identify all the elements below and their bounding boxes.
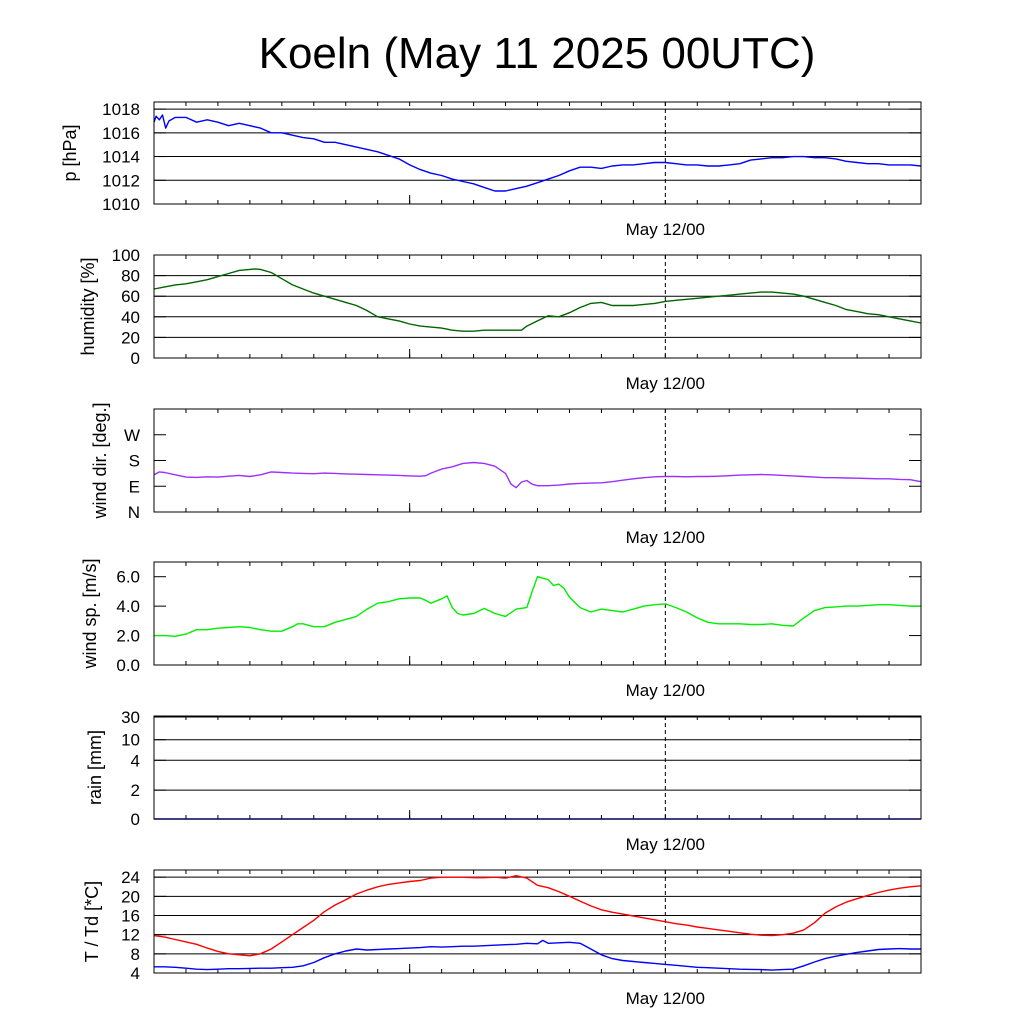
temperature-date-label: May 12/00 [626,989,705,1008]
wind_speed-frame [153,561,922,666]
humidity-series-line-0 [153,268,922,332]
pressure-axis-label: p [hPa] [60,124,80,181]
temperature-ytick-label: 24 [121,868,140,887]
panel-pressure: 1010 1012 1014 1016 1018 p [hPa] May 12/00 [60,100,922,239]
humidity-ytick-label: 60 [121,287,140,306]
wind_direction-series-line-0 [153,461,922,489]
temperature-axis-label: T / Td [*C] [82,881,102,962]
humidity-ytick-label: 40 [121,308,140,327]
pressure-ytick-label: 1014 [102,148,140,167]
pressure-ytick-label: 1016 [102,124,140,143]
humidity-date-label: May 12/00 [626,374,705,393]
temperature-ytick-label: 16 [121,907,140,926]
wind_speed-ytick-label: 0.0 [116,656,140,675]
humidity-ytick-label: 20 [121,328,140,347]
humidity-frame [153,254,922,359]
temperature-frame [153,869,922,974]
wind_direction-axis-label: wind dir. [deg.] [90,402,110,519]
temperature-ytick-label: 8 [131,945,140,964]
wind_speed-ytick-label: 6.0 [116,568,140,587]
rain-ytick-label: 10 [121,731,140,750]
pressure-ytick-label: 1012 [102,171,140,190]
temperature-ytick-label: 4 [131,964,140,983]
humidity-ytick-label: 100 [112,246,140,265]
wind_direction-ytick-label: E [129,477,140,496]
pressure-frame [153,101,922,205]
humidity-ytick-label: 80 [121,267,140,286]
rain-ytick-label: 30 [121,708,140,727]
wind_direction-date-label: May 12/00 [626,528,705,547]
humidity-ytick-label: 0 [131,349,140,368]
chart-title: Koeln (May 11 2025 00UTC) [259,29,816,78]
wind_speed-ytick-label: 2.0 [116,627,140,646]
pressure-ytick-label: 1010 [102,195,140,214]
rain-ytick-label: 0 [131,810,140,829]
wind_direction-ytick-label: S [129,452,140,471]
temperature-series-line-1 [154,939,921,971]
rain-axis-label: rain [mm] [85,730,105,805]
temperature-series-line-0 [153,875,922,957]
wind_speed-ytick-label: 4.0 [116,597,140,616]
temperature-ytick-label: 20 [121,887,140,906]
panel-rain: 0 2 410 30 rain [mm] May 12/00 [85,708,922,854]
temperature-ytick-label: 12 [121,926,140,945]
rain-date-label: May 12/00 [626,835,705,854]
wind_speed-date-label: May 12/00 [626,681,705,700]
wind_speed-axis-label: wind sp. [m/s] [80,558,100,669]
pressure-ytick-label: 1018 [102,100,140,119]
pressure-series-line-0 [153,114,922,192]
wind_direction-ytick-label: W [124,426,140,445]
rain-ytick-label: 4 [131,751,140,770]
humidity-axis-label: humidity [%] [78,257,98,355]
pressure-date-label: May 12/00 [626,220,705,239]
rain-ytick-label: 2 [131,781,140,800]
wind_direction-frame [153,408,922,513]
wind_speed-series-line-0 [154,576,921,637]
panel-wind_speed: 0.0 2.0 4.0 6.0 wind sp. [m/s] May 12/00 [80,558,922,700]
rain-frame [153,715,922,820]
wind_direction-ytick-label: N [128,503,140,522]
